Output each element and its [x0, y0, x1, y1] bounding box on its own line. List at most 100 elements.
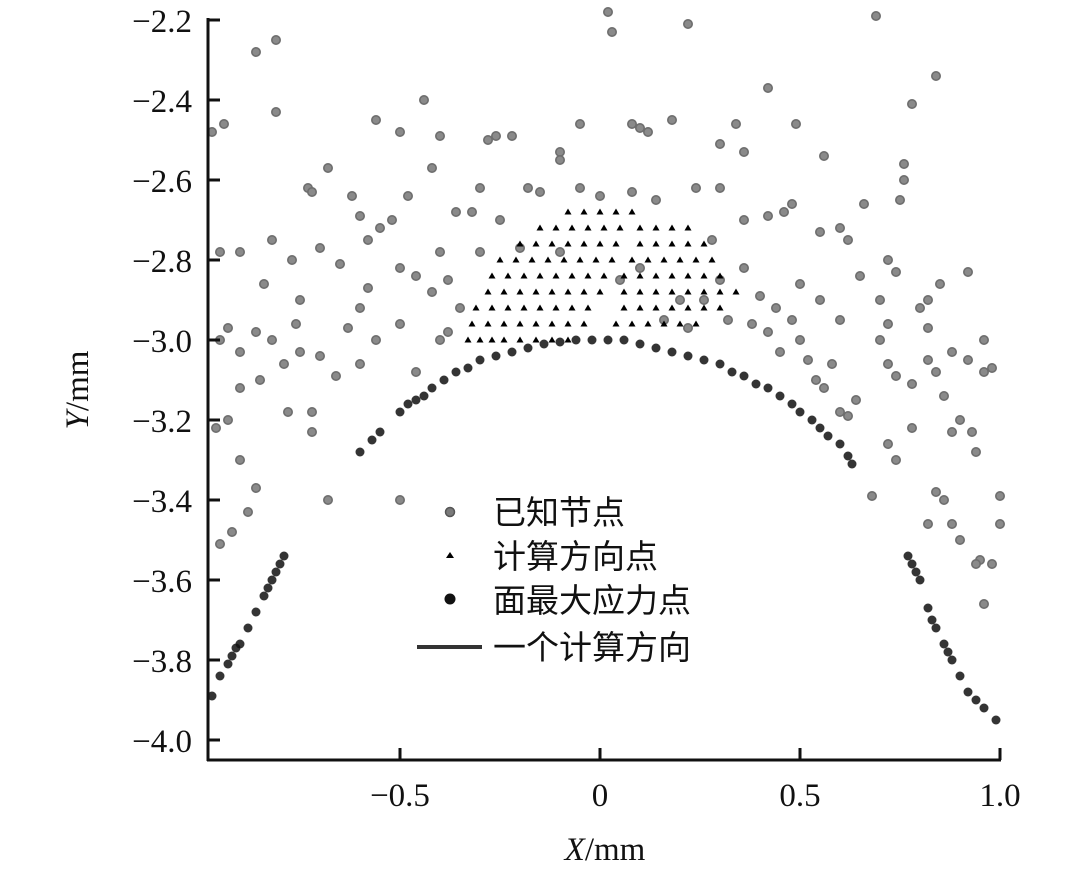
- data-point: [568, 224, 576, 231]
- data-point: [584, 304, 592, 311]
- series-circle-large: [207, 335, 1001, 725]
- data-point: [955, 671, 965, 681]
- data-point: [620, 304, 628, 311]
- data-point: [536, 304, 544, 311]
- data-point: [496, 256, 504, 263]
- data-point: [306, 406, 317, 417]
- data-point: [898, 175, 909, 186]
- data-point: [580, 208, 588, 215]
- data-point: [715, 359, 725, 369]
- data-point: [375, 427, 385, 437]
- legend-item-max-stress-points: 面最大应力点: [444, 581, 691, 620]
- data-point: [626, 187, 637, 198]
- black-circle-marker-icon: [444, 593, 456, 605]
- data-point: [628, 208, 636, 215]
- legend-item-direction-line: 一个计算方向: [417, 628, 691, 667]
- data-point: [606, 26, 617, 37]
- data-point: [536, 224, 544, 231]
- data-point: [488, 272, 496, 279]
- data-point: [263, 583, 273, 593]
- data-point: [890, 266, 901, 277]
- data-point: [978, 334, 989, 345]
- y-axis-title: Y/mm: [60, 350, 96, 429]
- data-point: [442, 326, 453, 337]
- data-point: [482, 135, 493, 146]
- data-point: [882, 358, 893, 369]
- data-point: [700, 304, 708, 311]
- data-point: [367, 435, 377, 445]
- data-point: [520, 272, 528, 279]
- data-point: [626, 119, 637, 130]
- data-point: [523, 343, 533, 353]
- data-point: [532, 288, 540, 295]
- data-point: [346, 191, 357, 202]
- data-point: [934, 278, 945, 289]
- data-point: [894, 195, 905, 206]
- data-point: [954, 534, 965, 545]
- data-point: [418, 95, 429, 106]
- data-point: [994, 490, 1005, 501]
- data-point: [870, 11, 881, 21]
- data-point: [539, 339, 549, 349]
- data-point: [770, 302, 781, 313]
- data-point: [484, 288, 492, 295]
- data-point: [554, 247, 565, 258]
- data-point: [682, 18, 693, 29]
- data-point: [652, 304, 660, 311]
- data-point: [970, 446, 981, 457]
- data-point: [472, 304, 480, 311]
- data-point: [636, 240, 644, 247]
- data-point: [738, 262, 749, 273]
- data-point: [580, 288, 588, 295]
- data-point: [635, 339, 645, 349]
- data-point: [554, 155, 565, 166]
- data-point: [564, 320, 572, 327]
- data-point: [692, 256, 700, 263]
- data-point: [395, 407, 405, 417]
- y-tick-label: −3.0: [132, 324, 192, 360]
- data-point: [528, 256, 536, 263]
- data-point: [474, 183, 485, 194]
- data-point: [628, 256, 636, 263]
- data-point: [564, 240, 572, 247]
- data-point: [474, 247, 485, 258]
- data-point: [219, 119, 230, 130]
- data-point: [534, 187, 545, 198]
- data-point: [270, 107, 281, 118]
- data-point: [439, 375, 449, 385]
- data-point: [552, 224, 560, 231]
- data-point: [454, 302, 465, 313]
- data-point: [522, 183, 533, 194]
- data-point: [235, 639, 245, 649]
- data-point: [644, 256, 652, 263]
- y-tick-label: −3.4: [132, 484, 192, 520]
- data-point: [544, 256, 552, 263]
- data-point: [608, 256, 616, 263]
- data-point: [730, 119, 741, 130]
- data-point: [727, 367, 737, 377]
- data-point: [227, 651, 237, 661]
- data-point: [814, 227, 825, 238]
- data-point: [243, 623, 253, 633]
- y-tick-label: −2.8: [132, 244, 192, 280]
- data-point: [592, 256, 600, 263]
- data-point: [251, 607, 261, 617]
- data-point: [354, 302, 365, 313]
- data-point: [938, 494, 949, 505]
- data-point: [708, 256, 716, 263]
- data-point: [668, 224, 676, 231]
- data-point: [596, 208, 604, 215]
- data-point: [922, 294, 933, 305]
- data-point: [594, 191, 605, 202]
- data-point: [652, 272, 660, 279]
- data-point: [946, 426, 957, 437]
- data-point: [278, 358, 289, 369]
- legend: 已知节点 计算方向点 面最大应力点 一个计算方向: [417, 493, 691, 667]
- data-point: [991, 715, 1001, 725]
- data-point: [370, 115, 381, 126]
- data-point: [434, 131, 445, 142]
- data-point: [620, 288, 628, 295]
- data-point: [215, 538, 226, 549]
- data-point: [994, 518, 1005, 529]
- data-point: [787, 399, 797, 409]
